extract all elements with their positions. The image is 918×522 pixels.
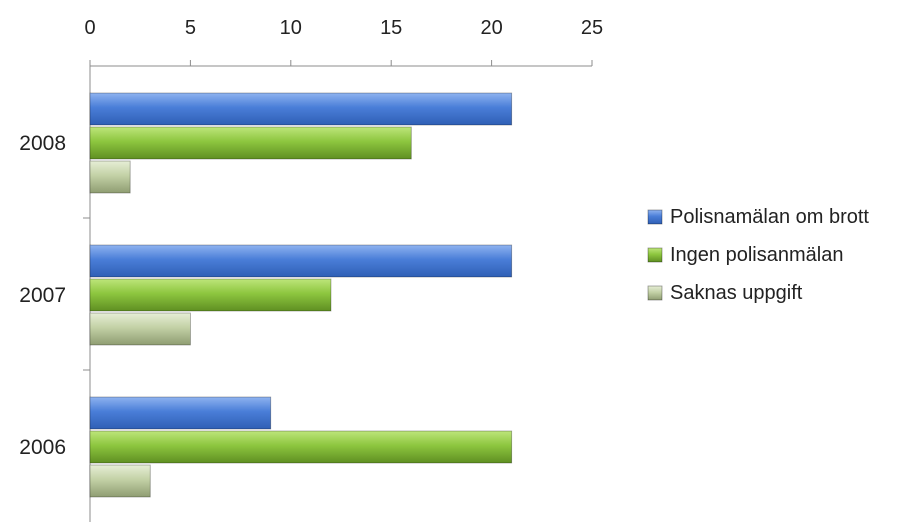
bar-2007-series-1 (89, 278, 332, 312)
y-category-label: 2008 (19, 132, 66, 155)
legend-swatch (647, 285, 663, 301)
bar-2006-series-2 (89, 464, 151, 498)
y-category-label: 2007 (19, 284, 66, 307)
legend-label: Polisnamälan om brott (670, 206, 869, 228)
legend-swatch (647, 247, 663, 263)
legend: Polisnamälan om brott Ingen polisanmälan S… (647, 206, 869, 304)
bar-2008-series-0 (89, 92, 513, 126)
bar-2007-series-0 (89, 244, 513, 278)
bar-2006-series-1 (89, 430, 513, 464)
y-category-label: 2006 (19, 436, 66, 459)
x-tick-label: 15 (380, 17, 402, 39)
bar-2007-series-2 (89, 312, 191, 346)
x-tick-label: 0 (84, 17, 95, 39)
x-tick-label: 25 (581, 17, 603, 39)
bars (89, 92, 513, 498)
x-tick-label: 20 (480, 17, 502, 39)
legend-label: Saknas uppgift (670, 282, 803, 304)
bar-2008-series-1 (89, 126, 412, 160)
legend-swatch (647, 209, 663, 225)
x-tick-label: 10 (280, 17, 302, 39)
bar-2006-series-0 (89, 396, 272, 430)
x-tick-label: 5 (185, 17, 196, 39)
labels: 0 5 10 15 20 25 2008 2007 2006 (19, 17, 603, 459)
bar-2008-series-2 (89, 160, 131, 194)
legend-label: Ingen polisanmälan (670, 244, 843, 266)
